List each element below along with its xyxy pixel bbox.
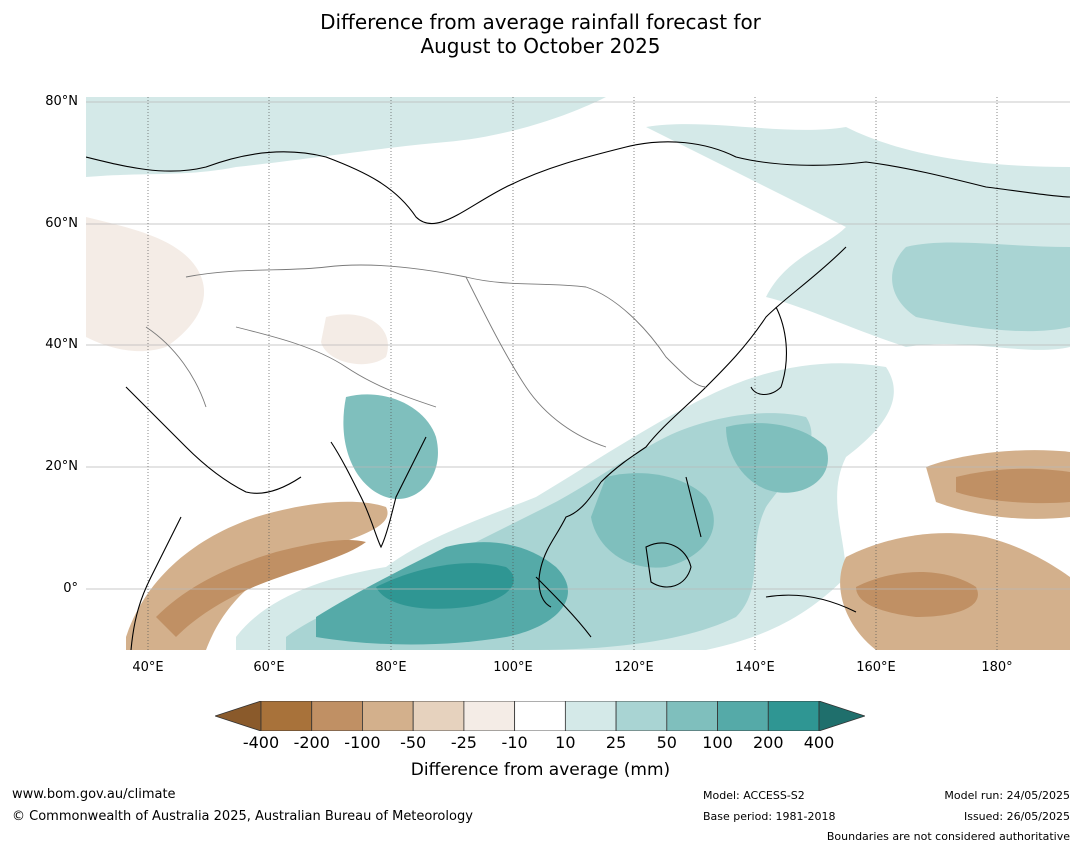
- colorbar-segment: [564, 701, 617, 731]
- philippines-outline: [685, 476, 702, 538]
- indian-ocean-wet-peak: [376, 563, 514, 609]
- colorbar-segment: [767, 701, 820, 731]
- lat-label-20n: 20°N: [45, 459, 78, 474]
- colorbar-tick-label: -10: [501, 733, 528, 752]
- colorbar-tick-label: -200: [293, 733, 330, 752]
- colorbar-tick-label: 10: [555, 733, 576, 752]
- colorbar: [215, 701, 865, 731]
- arabia-coast: [125, 386, 302, 494]
- colorbar-segment: [666, 701, 718, 731]
- lon-label-160e: 160°E: [856, 660, 896, 675]
- website-link[interactable]: www.bom.gov.au/climate: [12, 787, 176, 802]
- east-asia-coast: [600, 246, 847, 483]
- colorbar-tick-label: 50: [656, 733, 677, 752]
- lat-label-80n: 80°N: [45, 94, 78, 109]
- japan-outline: [750, 306, 787, 396]
- graticule: [86, 101, 1070, 590]
- colorbar-segment: [463, 701, 516, 731]
- lon-label-100e: 100°E: [493, 660, 533, 675]
- colorbar-segment: [311, 701, 363, 731]
- colorbar-segment: [412, 701, 465, 731]
- middle-east-dry-region: [86, 217, 205, 352]
- map-title: Difference from average rainfall forecas…: [0, 10, 1081, 58]
- title-line-1: Difference from average rainfall forecas…: [320, 10, 761, 34]
- colorbar-extend-low: [215, 701, 262, 731]
- colorbar-segment: [362, 701, 414, 731]
- coastlines: [86, 141, 1070, 650]
- new-guinea-outline: [765, 594, 857, 613]
- lat-label-0: 0°: [63, 581, 78, 596]
- eurasia-north-coast: [86, 141, 1070, 224]
- boundaries-disclaimer: Boundaries are not considered authoritat…: [826, 830, 1070, 843]
- colorbar-tick-label: -25: [450, 733, 477, 752]
- model-run-info: Model run: 24/05/2025: [944, 789, 1070, 802]
- colorbar-extend-high: [818, 701, 865, 731]
- colorbar-tick-label: 200: [752, 733, 784, 752]
- colorbar-tick-label: -50: [400, 733, 427, 752]
- model-info: Model: ACCESS-S2: [703, 789, 805, 802]
- lon-label-40e: 40°E: [132, 660, 164, 675]
- colorbar-label: Difference from average (mm): [410, 760, 671, 780]
- map-svg: [86, 97, 1070, 650]
- maritime-wet-core: [591, 473, 714, 568]
- india-coast: [330, 436, 427, 549]
- arabian-sea-dry-core: [156, 540, 366, 637]
- central-asia-dry-patch: [321, 314, 388, 365]
- meridians: [147, 97, 998, 650]
- copyright-text: © Commonwealth of Australia 2025, Austra…: [12, 809, 473, 824]
- indochina-coast: [538, 481, 602, 608]
- issued-info: Issued: 26/05/2025: [963, 810, 1070, 823]
- colorbar-tick-label: 25: [605, 733, 627, 752]
- colorbar-tick-label: 400: [803, 733, 835, 752]
- west-pacific-wet-core: [726, 423, 828, 493]
- sumatra-outline: [535, 576, 592, 638]
- lat-label-60n: 60°N: [45, 216, 78, 231]
- colorbar-tick-label: -400: [242, 733, 280, 752]
- colorbar-segment: [615, 701, 668, 731]
- country-borders: [145, 264, 707, 448]
- north-pacific-wet-core: [892, 242, 1070, 332]
- arctic-wet-region: [86, 97, 606, 177]
- bay-of-bengal-wet: [343, 394, 438, 499]
- lon-label-80e: 80°E: [375, 660, 407, 675]
- rainfall-anomaly-map: [86, 97, 1070, 650]
- colorbar-segment: [717, 701, 769, 731]
- lon-label-120e: 120°E: [614, 660, 654, 675]
- colorbar-segment: [260, 701, 313, 731]
- lat-label-40n: 40°N: [45, 337, 78, 352]
- lon-label-140e: 140°E: [735, 660, 775, 675]
- title-line-2: August to October 2025: [420, 34, 661, 58]
- lon-label-60e: 60°E: [253, 660, 285, 675]
- base-period-info: Base period: 1981-2018: [703, 810, 836, 823]
- borneo-outline: [645, 542, 692, 588]
- colorbar-segment: [514, 701, 566, 731]
- colorbar-tick-label: 100: [702, 733, 733, 752]
- lon-label-180: 180°: [981, 660, 1013, 675]
- colorbar-segments: [215, 701, 865, 731]
- colorbar-tick-label: -100: [344, 733, 381, 752]
- anomaly-fields: [86, 97, 1070, 650]
- central-pacific-dry-core: [856, 572, 978, 617]
- north-central-pacific-dry-core: [956, 468, 1070, 504]
- east-africa-coast: [130, 516, 182, 650]
